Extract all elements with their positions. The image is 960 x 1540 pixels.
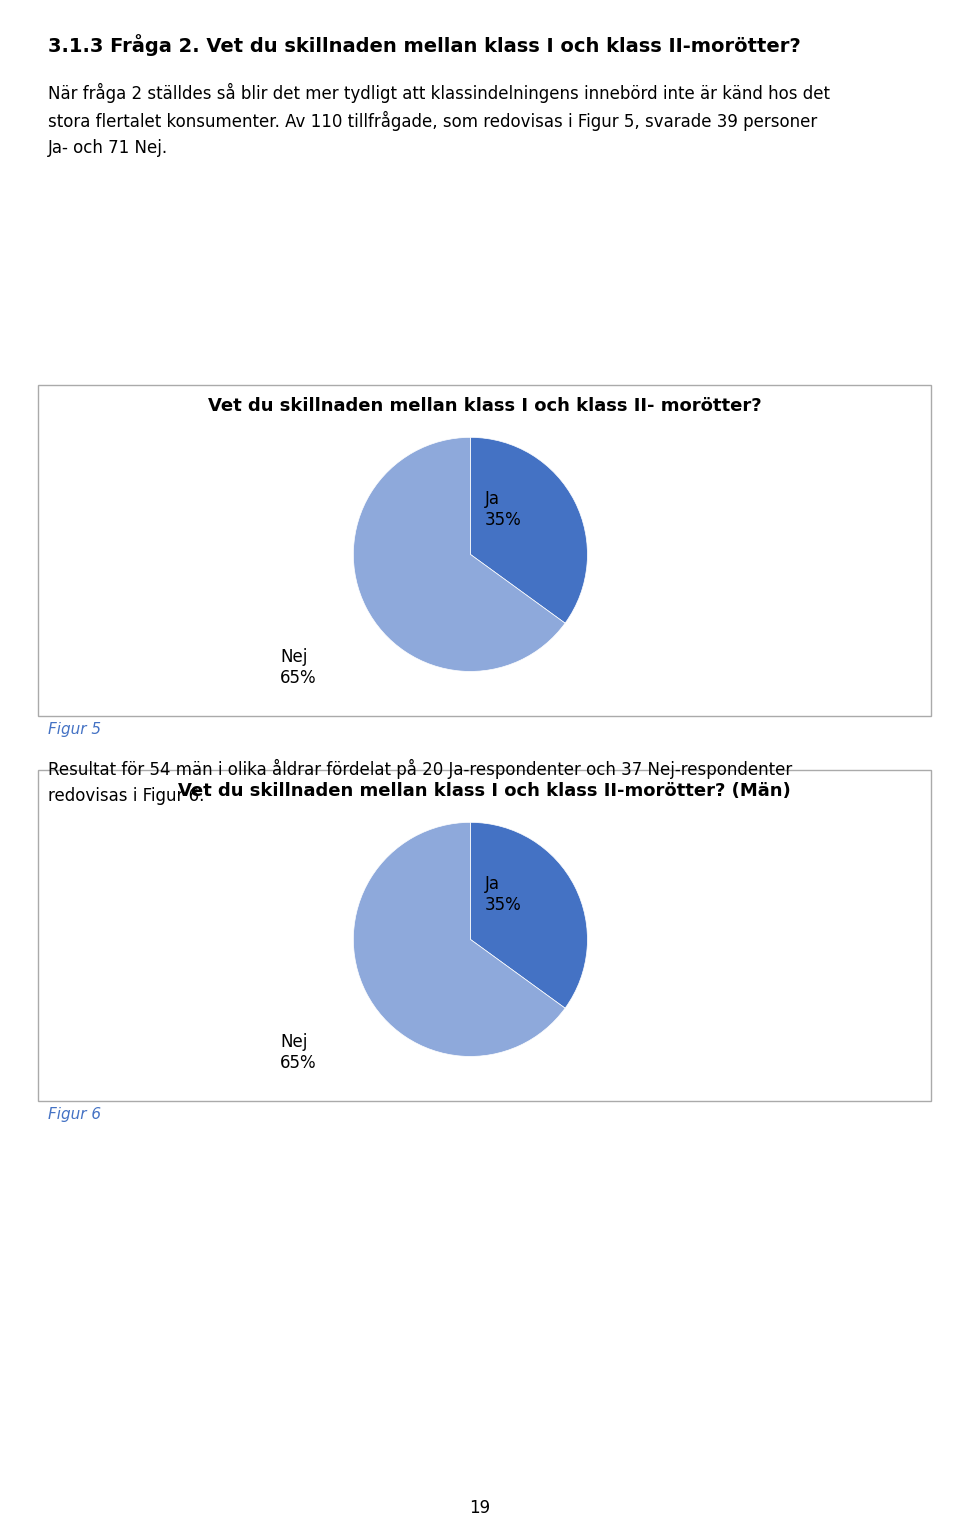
- Text: Vet du skillnaden mellan klass I och klass II- morötter?: Vet du skillnaden mellan klass I och kla…: [208, 397, 761, 416]
- Text: Figur 5: Figur 5: [48, 722, 101, 738]
- Text: redovisas i Figur 6.: redovisas i Figur 6.: [48, 787, 204, 805]
- Text: 19: 19: [469, 1498, 491, 1517]
- Text: Ja
35%: Ja 35%: [485, 875, 522, 913]
- Text: Ja
35%: Ja 35%: [485, 490, 522, 528]
- Text: Figur 6: Figur 6: [48, 1107, 101, 1123]
- Text: Nej
65%: Nej 65%: [280, 648, 317, 687]
- Text: stora flertalet konsumenter. Av 110 tillfrågade, som redovisas i Figur 5, svarad: stora flertalet konsumenter. Av 110 till…: [48, 111, 817, 131]
- Text: 3.1.3 Fråga 2. Vet du skillnaden mellan klass I och klass II-morötter?: 3.1.3 Fråga 2. Vet du skillnaden mellan …: [48, 34, 801, 55]
- Text: Resultat för 54 män i olika åldrar fördelat på 20 Ja-respondenter och 37 Nej-res: Resultat för 54 män i olika åldrar förde…: [48, 759, 792, 779]
- Wedge shape: [470, 437, 588, 624]
- Wedge shape: [353, 437, 565, 671]
- Text: Vet du skillnaden mellan klass I och klass II-morötter? (Män): Vet du skillnaden mellan klass I och kla…: [179, 782, 791, 801]
- Text: När fråga 2 ställdes så blir det mer tydligt att klassindelningens innebörd inte: När fråga 2 ställdes så blir det mer tyd…: [48, 83, 830, 103]
- Text: Nej
65%: Nej 65%: [280, 1033, 317, 1072]
- Text: Ja- och 71 Nej.: Ja- och 71 Nej.: [48, 139, 168, 157]
- Wedge shape: [470, 822, 588, 1009]
- Wedge shape: [353, 822, 565, 1056]
